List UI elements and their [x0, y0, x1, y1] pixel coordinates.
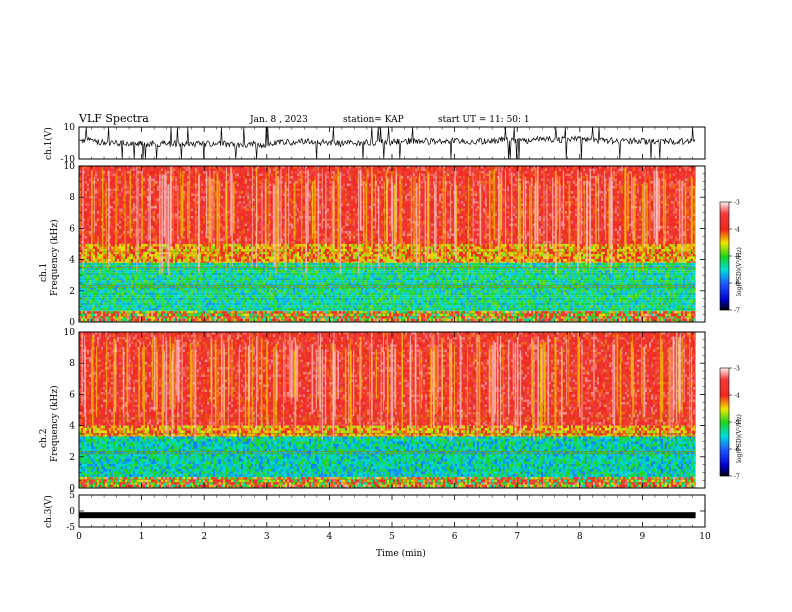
colorbar-ch2-tick-label: -7	[734, 474, 740, 481]
colorbar-ch1-tick-label: -3	[734, 200, 740, 207]
ch3-waveform-ylabel: ch.3(V)	[44, 495, 54, 528]
x-tick-label: 8	[577, 532, 583, 542]
figure-title: VLF Spectra	[79, 112, 149, 125]
ch1-spectrogram-ytick-label: 4	[69, 256, 75, 266]
colorbar-ch1	[720, 202, 729, 310]
ch1-spectrogram-ytick-label: 2	[69, 287, 75, 297]
ch1-waveform-ytick-label: -10	[61, 155, 76, 165]
colorbar-ch2-tick-label: -3	[734, 366, 740, 373]
x-tick-label: 1	[139, 532, 145, 542]
x-tick-label: 10	[699, 532, 711, 542]
x-tick-label: 7	[514, 532, 520, 542]
ch1-frequency-ylabel: Frequency (kHz)	[50, 219, 60, 296]
ch2-spectrogram-heatmap	[79, 332, 705, 488]
ch1-spectrogram-ytick-label: 6	[69, 224, 75, 234]
x-tick-label: 0	[76, 532, 82, 542]
colorbar-ch2-tick-label: -4	[734, 393, 740, 400]
ch2-spectrogram-ytick-label: 6	[69, 390, 75, 400]
x-tick-label: 3	[264, 532, 270, 542]
ch1-spectrogram-ylabel: ch.1	[39, 263, 49, 282]
ch1-waveform-ylabel: ch.1(V)	[44, 127, 54, 160]
ch1-waveform-line	[79, 127, 695, 159]
colorbar-ch2	[720, 368, 729, 476]
colorbar1-label: log(PSD)(V²/Hz)	[736, 247, 743, 296]
ch1-spectrogram-ytick-label: 8	[69, 193, 75, 203]
x-tick-label: 4	[327, 532, 333, 542]
ch1-spectrogram-heatmap	[79, 166, 705, 322]
x-tick-label: 6	[452, 532, 458, 542]
colorbar2-label: log(PSD)(V²/Hz)	[736, 414, 743, 463]
ch2-spectrogram-ylabel: ch.2	[39, 429, 49, 448]
x-tick-label: 9	[640, 532, 646, 542]
ch2-spectrogram-ytick-label: 10	[64, 328, 76, 338]
ch2-spectrogram-ytick-label: 2	[69, 453, 75, 463]
x-tick-label: 2	[201, 532, 207, 542]
ch3-waveform-ytick-label: 0	[69, 507, 75, 517]
ch3-waveform-line	[79, 512, 696, 518]
ch3-waveform-ytick-label: -5	[66, 523, 75, 533]
ch1-spectrogram-ytick-label: 0	[69, 318, 75, 328]
station-label: station= KAP	[343, 115, 404, 125]
ch2-spectrogram-ytick-label: 8	[69, 359, 75, 369]
colorbar-ch1-tick-label: -4	[734, 227, 740, 234]
ch1-freq-ylabel-text: ch.1	[39, 263, 49, 282]
x-axis-label: Time (min)	[376, 549, 426, 559]
ch1-waveform-ytick-label: 10	[64, 123, 76, 133]
x-tick-label: 5	[389, 532, 395, 542]
ch3-waveform-ytick-label: 5	[69, 491, 75, 501]
ch2-spectrogram-ytick-label: 4	[69, 422, 75, 432]
start-time-label: start UT = 11: 50: 1	[438, 115, 530, 125]
ch2-frequency-ylabel: Frequency (kHz)	[50, 385, 60, 462]
colorbar-ch1-tick-label: -7	[734, 308, 740, 315]
date-label: Jan. 8 , 2023	[250, 115, 308, 125]
